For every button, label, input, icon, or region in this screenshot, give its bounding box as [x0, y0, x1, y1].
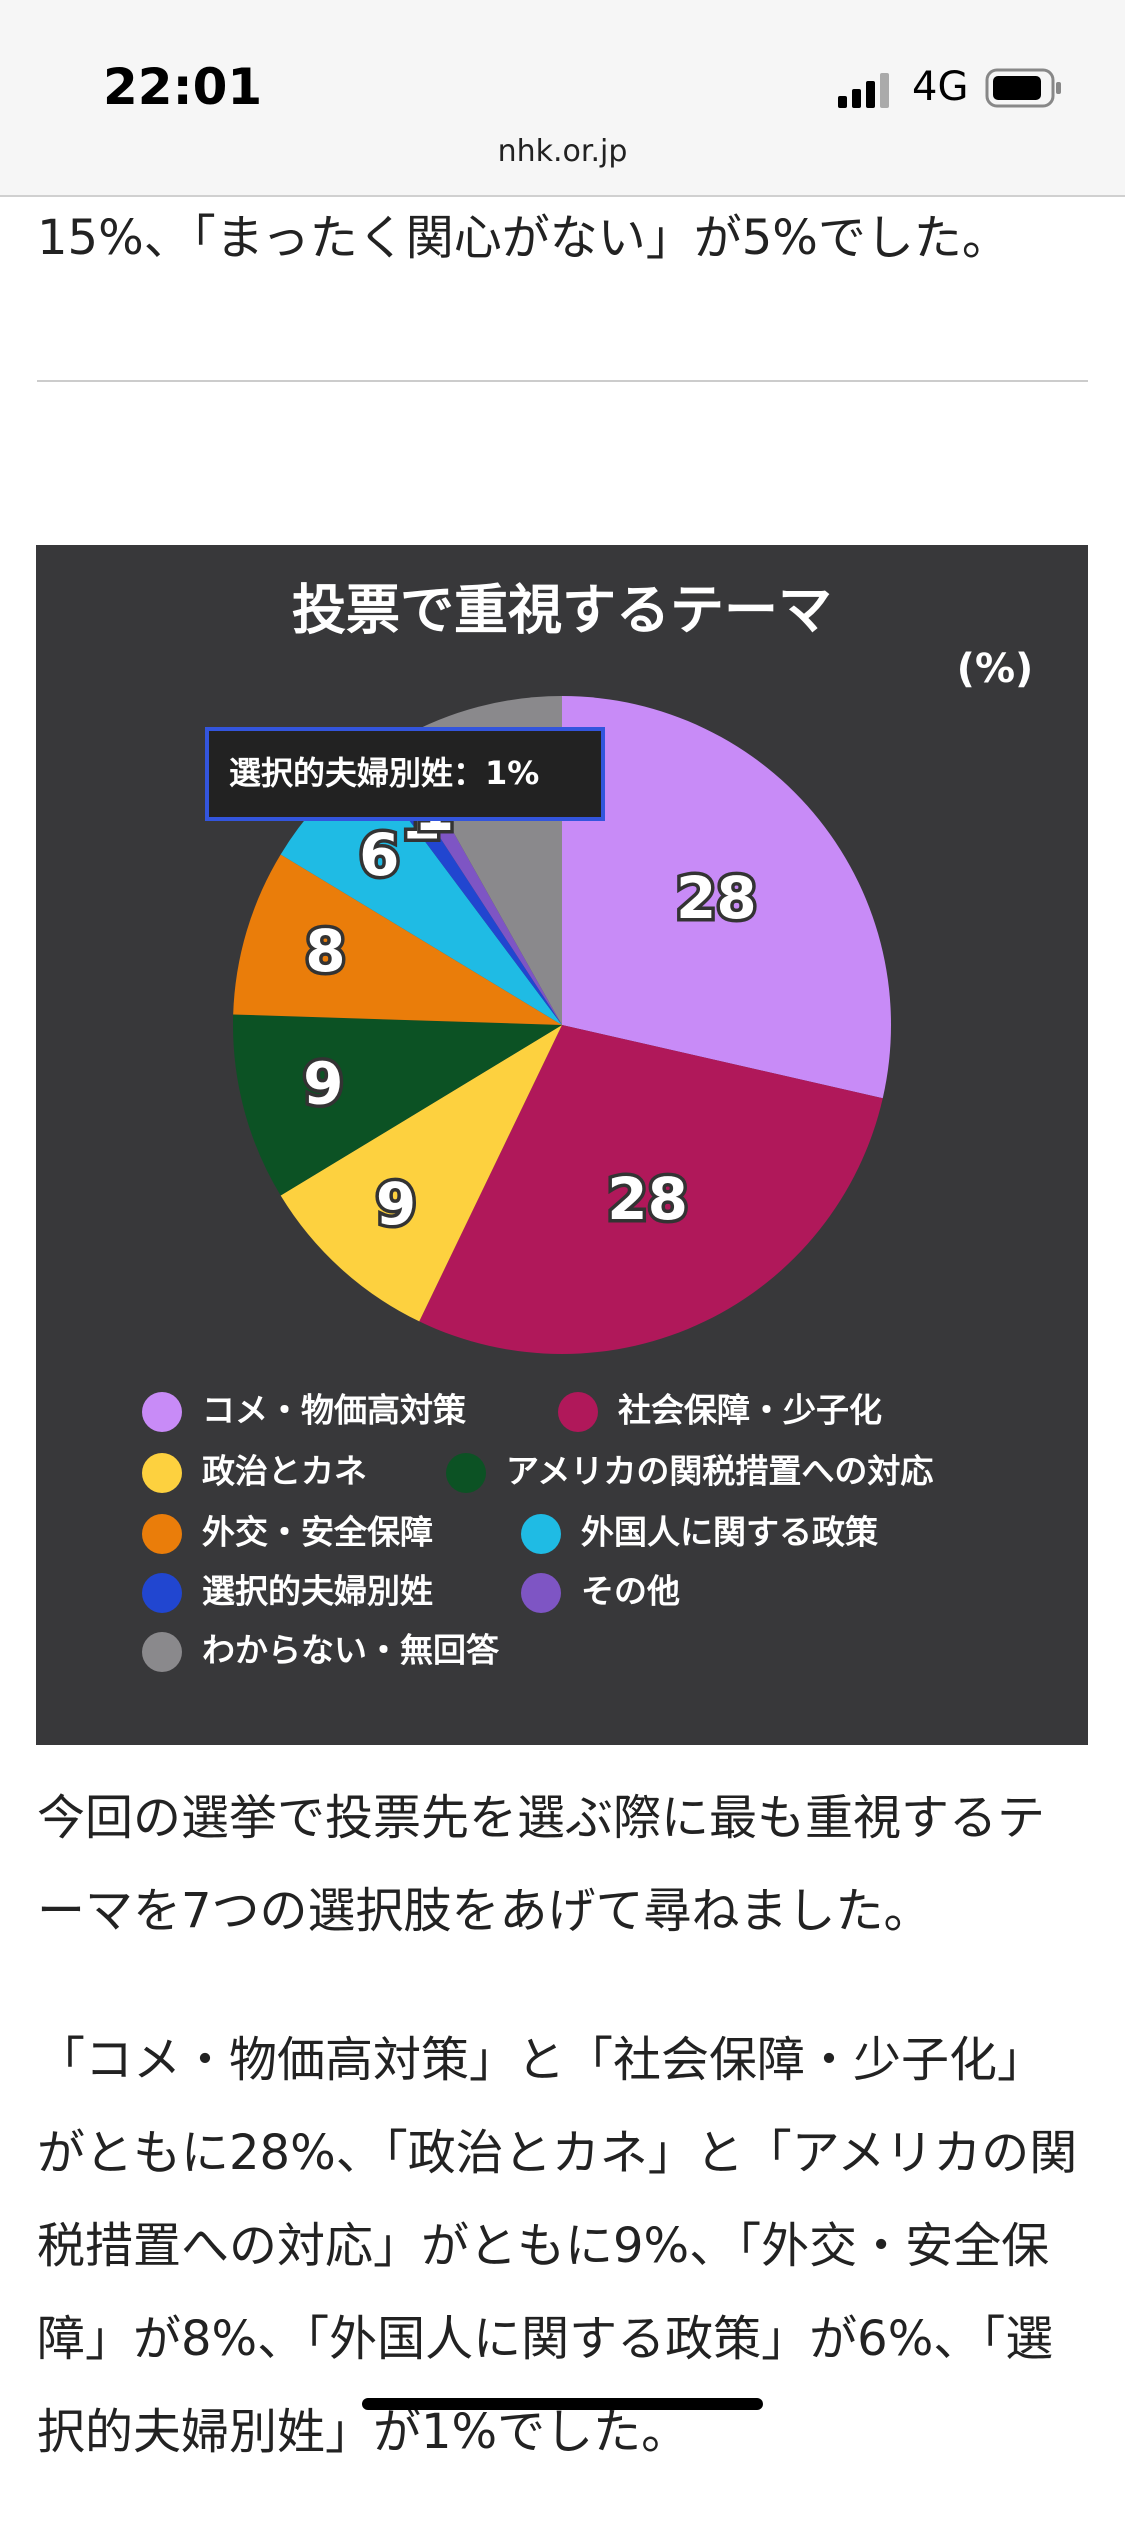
signal-icon	[838, 73, 889, 108]
home-indicator	[362, 2398, 763, 2410]
tooltip: 選択的夫婦別姓：1%	[205, 727, 605, 821]
legend-item: その他	[521, 1572, 680, 1613]
legend-swatch	[521, 1514, 561, 1554]
slice-label: 9	[303, 1050, 343, 1118]
status-bar: 22:01 4G nhk.or.jp	[0, 0, 1125, 197]
legend-swatch	[142, 1632, 182, 1672]
legend-label: その他	[581, 1572, 680, 1611]
legend-label: 社会保障・少子化	[618, 1391, 882, 1430]
pie-slice	[280, 761, 562, 1025]
legend-label: 外国人に関する政策	[581, 1513, 878, 1552]
network-type: 4G	[912, 64, 969, 110]
legend-swatch	[446, 1453, 486, 1493]
legend-swatch	[142, 1573, 182, 1613]
legend-label: わからない・無回答	[202, 1631, 500, 1670]
tooltip-box	[205, 727, 605, 821]
intro-text: 15%、「まったく関心がない」が5%でした。	[37, 210, 1010, 266]
legend-item: アメリカの関税措置への対応	[446, 1452, 933, 1493]
legend-label: コメ・物価高対策	[202, 1391, 466, 1430]
tooltip-text: 選択的夫婦別姓：1%	[229, 754, 539, 792]
unit-label: (%)	[957, 646, 1034, 692]
legend-label: 政治とカネ	[202, 1452, 367, 1491]
legend-item: わからない・無回答	[142, 1631, 500, 1672]
slice-label: 28	[607, 1165, 688, 1233]
pie-slice	[233, 854, 562, 1025]
legend-item: 選択的夫婦別姓	[142, 1572, 433, 1613]
legend-label: 選択的夫婦別姓	[202, 1572, 433, 1611]
slice-label: 28	[676, 864, 757, 932]
legend-item: 社会保障・少子化	[558, 1391, 882, 1432]
chart-title: 投票で重視するテーマ	[292, 579, 832, 642]
legend-item: 外交・安全保障	[142, 1513, 433, 1554]
slice-label: 6	[359, 821, 399, 889]
legend-label: アメリカの関税措置への対応	[506, 1452, 933, 1491]
article-body: 今回の選挙で投票先を選ぶ際に最も重視するテーマを7つの選択肢をあげて尋ねました。…	[37, 1772, 1088, 2535]
pie-slice	[233, 1014, 562, 1196]
paragraph: 今回の選挙で投票先を選ぶ際に最も重視するテーマを7つの選択肢をあげて尋ねました。	[37, 1790, 1046, 1939]
clock: 22:01	[103, 58, 263, 116]
legend-item: コメ・物価高対策	[142, 1391, 466, 1432]
slice-label: 8	[305, 917, 345, 985]
battery-icon	[985, 68, 1061, 108]
legend-swatch	[142, 1514, 182, 1554]
legend-label: 外交・安全保障	[202, 1513, 433, 1552]
chart: 投票で重視するテーマ (%) 2828998611コメ・物価高対策社会保障・少子…	[36, 545, 1088, 1745]
pie-slice	[280, 1025, 562, 1322]
url[interactable]: nhk.or.jp	[497, 134, 628, 169]
legend-swatch	[142, 1392, 182, 1432]
page: 22:01 4G nhk.or.jp 15%、「まったく関心がない」が5%でした…	[0, 0, 1125, 2460]
pie-slice	[562, 696, 891, 1099]
legend-item: 外国人に関する政策	[521, 1513, 878, 1554]
legend-swatch	[558, 1392, 598, 1432]
legend-swatch	[142, 1453, 182, 1493]
legend-swatch	[521, 1573, 561, 1613]
legend-item: 政治とカネ	[142, 1452, 367, 1493]
divider	[37, 380, 1088, 382]
pie-slice	[419, 1025, 883, 1354]
slice-label: 9	[376, 1170, 416, 1238]
